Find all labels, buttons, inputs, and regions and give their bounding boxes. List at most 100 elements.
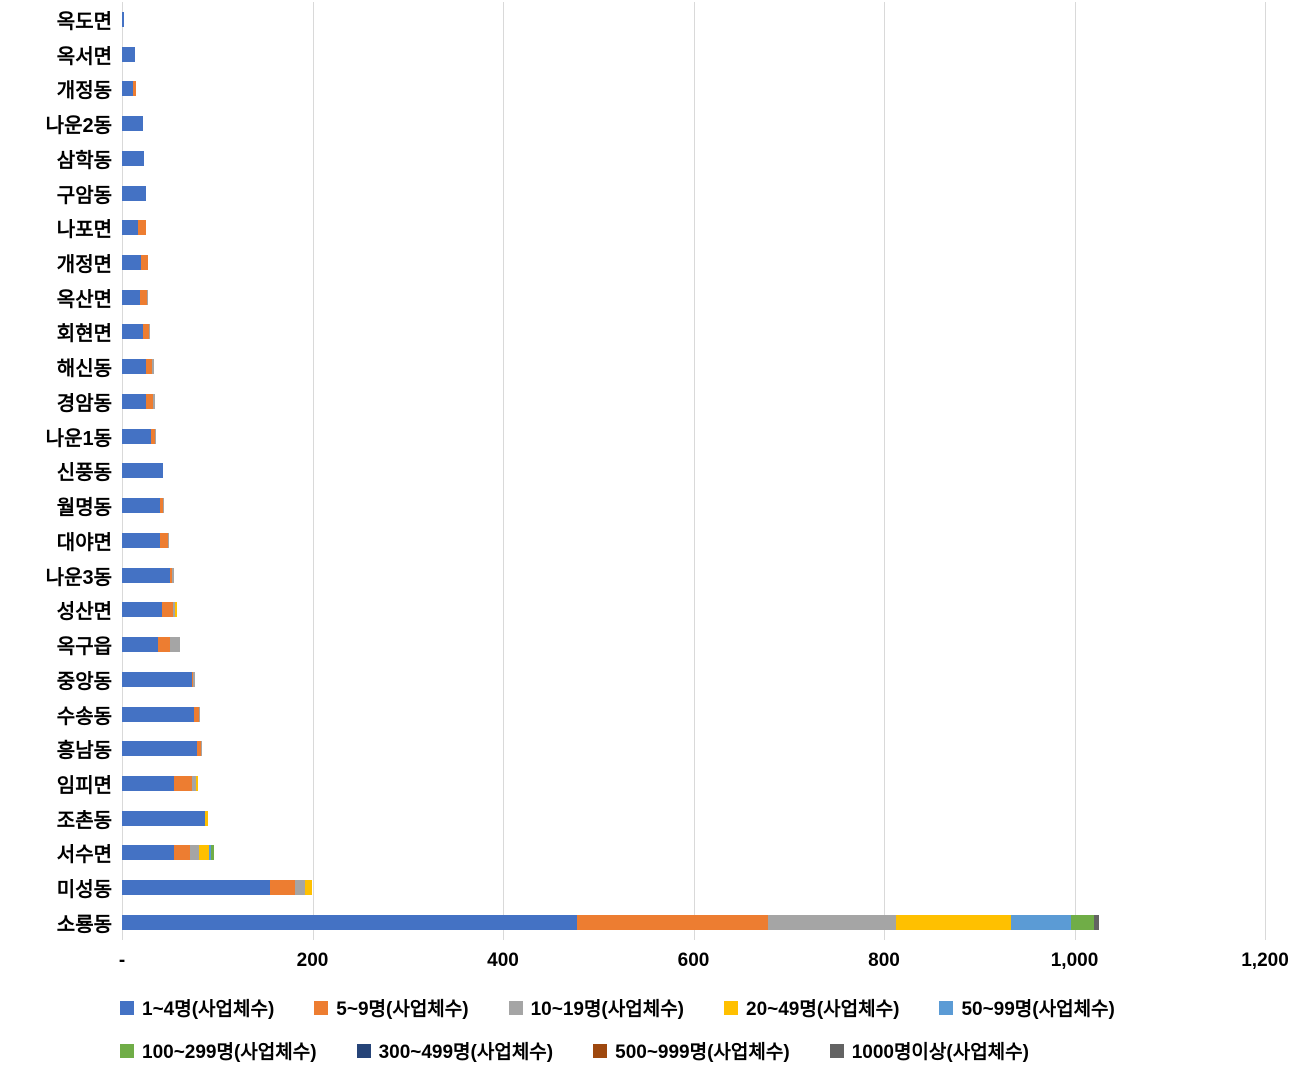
bar-segment — [158, 637, 170, 653]
y-axis-label: 서수면 — [56, 844, 112, 867]
legend-swatch-icon — [829, 1043, 844, 1058]
legend-swatch-icon — [356, 1043, 371, 1058]
y-axis-label: 개정면 — [56, 254, 112, 276]
bar-segment — [197, 741, 202, 757]
bar-segment — [1010, 914, 1071, 930]
bar-segment — [155, 428, 157, 444]
bar-segment — [767, 914, 897, 930]
bar-segment — [145, 393, 154, 409]
bar-row — [122, 627, 1265, 662]
bar-segment — [174, 845, 190, 861]
y-axis: 옥도면 옥서면 개정동 나운2동 삼학동 구암동 나포면 개정면 옥산면 회현면 해신동 경암동 나운1… — [0, 2, 112, 940]
bar-segment — [122, 255, 142, 270]
bar-segment — [1094, 914, 1100, 930]
bar-segment — [122, 880, 270, 896]
bar-segment — [122, 532, 161, 548]
legend: 1~4명(사업체수) 5~9명(사업체수) 10~19명(사업체수) 20~49명(사… — [120, 994, 1297, 1066]
legend-label: 100~299명(사업체수) — [142, 1042, 317, 1063]
bar-row — [122, 836, 1265, 871]
bar-segment — [122, 706, 195, 722]
bar-segment — [175, 602, 178, 618]
y-axis-label: 개정동 — [56, 80, 112, 103]
y-axis-label: 해신동 — [56, 358, 112, 381]
x-axis-tick-label: 400 — [487, 950, 519, 971]
legend-label: 20~49명(사업체수) — [746, 999, 900, 1020]
bar-row — [122, 523, 1265, 558]
y-axis-label: 나포면 — [56, 219, 112, 242]
bar-segment — [199, 706, 201, 722]
y-axis-label: 소룡동 — [56, 913, 112, 936]
legend-item[interactable]: 5~9명(사업체수) — [314, 994, 469, 1021]
bar-segment — [150, 428, 156, 444]
x-axis: - 200 400 600 800 1,000 1,200 — [118, 950, 1289, 976]
bar-segment — [122, 289, 141, 305]
bar-segment — [122, 671, 192, 687]
bar-segment — [191, 671, 194, 687]
bar-segment — [189, 845, 200, 861]
bar-segment — [1070, 914, 1095, 930]
bar-segment — [211, 845, 215, 861]
legend-item[interactable]: 300~499명(사업체수) — [356, 1037, 554, 1064]
bar-row — [122, 280, 1265, 315]
bar-segment — [140, 289, 147, 305]
y-axis-label: 미성동 — [56, 879, 112, 902]
legend-item[interactable]: 20~49명(사업체수) — [724, 994, 899, 1021]
gridline — [693, 2, 695, 940]
bar-row — [122, 766, 1265, 801]
bar-segment — [304, 880, 313, 896]
legend-item[interactable]: 100~299명(사업체수) — [120, 1037, 317, 1064]
bar-segment — [193, 671, 196, 687]
bar-segment — [148, 324, 150, 340]
y-axis-label: 수송동 — [56, 705, 112, 728]
bar-segment — [204, 810, 208, 826]
bar-row — [122, 592, 1265, 627]
legend-swatch-icon — [120, 1043, 134, 1058]
y-axis-label: 중앙동 — [56, 670, 112, 693]
bar-segment — [122, 741, 198, 757]
bar-segment — [169, 567, 173, 583]
y-axis-label: 경암동 — [56, 392, 112, 415]
legend-item[interactable]: 500~999명(사업체수) — [593, 1037, 790, 1064]
bar-row — [122, 419, 1265, 454]
bar-segment — [122, 324, 143, 340]
bar-segment — [122, 776, 175, 792]
bar-segment — [138, 220, 146, 236]
gridline — [1265, 2, 1266, 940]
bar-row — [122, 558, 1265, 593]
bar-row — [122, 870, 1265, 905]
legend-label: 300~499명(사업체수) — [378, 1042, 554, 1063]
y-axis-label: 삼학동 — [56, 149, 112, 172]
bar-segment — [196, 776, 199, 792]
bar-row — [122, 801, 1265, 836]
legend-swatch-icon — [508, 1000, 523, 1015]
bar-segment — [167, 532, 169, 548]
bar-row — [122, 176, 1265, 211]
legend-label: 500~999명(사업체수) — [615, 1042, 790, 1063]
bar-segment — [160, 532, 168, 548]
y-axis-label: 조촌동 — [56, 809, 112, 832]
bar-segment — [122, 463, 163, 479]
bar-row — [122, 349, 1265, 384]
legend-swatch-icon — [120, 1000, 134, 1015]
legend-label: 10~19명(사업체수) — [530, 999, 685, 1020]
x-axis-tick-label: - — [118, 950, 126, 971]
legend-row: 1~4명(사업체수) 5~9명(사업체수) 10~19명(사업체수) 20~49명(사… — [120, 994, 1297, 1021]
legend-item[interactable]: 1000명이상(사업체수) — [829, 1037, 1029, 1064]
bar-segment — [172, 567, 175, 583]
y-axis-label: 대야면 — [56, 531, 112, 554]
bar-row — [122, 245, 1265, 280]
legend-label: 1~4명(사업체수) — [142, 999, 275, 1020]
bar-row — [122, 315, 1265, 350]
bar-segment — [145, 359, 153, 375]
legend-item[interactable]: 50~99명(사업체수) — [939, 994, 1115, 1021]
bar-segment — [122, 150, 144, 166]
legend-item[interactable]: 10~19명(사업체수) — [508, 994, 685, 1021]
bar-segment — [896, 914, 1011, 930]
bar-segment — [295, 880, 305, 896]
x-axis-tick-label: 800 — [868, 950, 900, 971]
bar-segment — [122, 11, 124, 27]
bar-segment — [201, 741, 202, 757]
y-axis-label: 나운3동 — [45, 566, 112, 589]
bars-container — [122, 2, 1265, 940]
legend-item[interactable]: 1~4명(사업체수) — [120, 994, 274, 1021]
